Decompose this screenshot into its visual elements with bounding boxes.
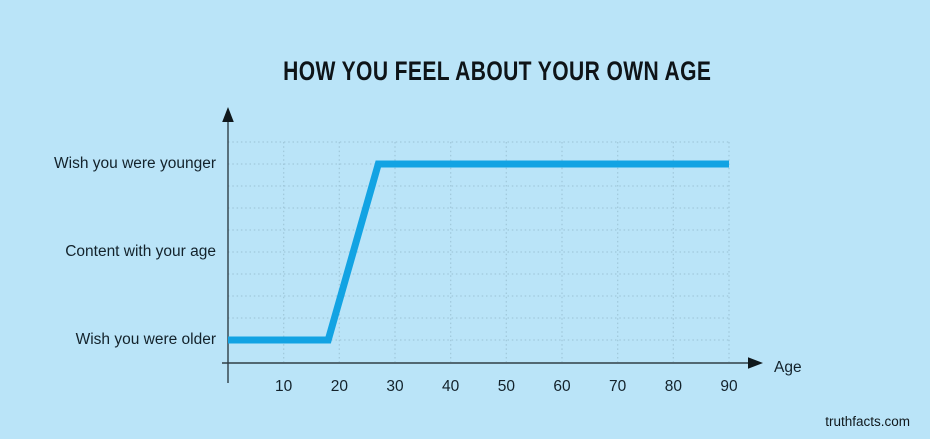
y-category-label: Wish you were younger xyxy=(54,155,216,172)
x-axis-arrow-icon xyxy=(748,357,763,369)
x-tick-label: 70 xyxy=(609,378,627,395)
y-axis-arrow-icon xyxy=(222,107,234,122)
x-axis-title: Age xyxy=(774,359,802,376)
x-tick-label: 10 xyxy=(275,378,293,395)
x-tick-label: 40 xyxy=(442,378,460,395)
y-category-label: Wish you were older xyxy=(75,331,216,348)
x-tick-label: 80 xyxy=(664,378,682,395)
x-tick-label: 90 xyxy=(720,378,738,395)
data-line xyxy=(228,160,729,344)
x-tick-label: 20 xyxy=(330,378,348,395)
x-tick-label: 30 xyxy=(386,378,404,395)
watermark-text: truthfacts.com xyxy=(825,414,910,429)
x-tick-label: 60 xyxy=(553,378,571,395)
x-tick-label: 50 xyxy=(497,378,515,395)
chart-title: HOW YOU FEEL ABOUT YOUR OWN AGE xyxy=(283,56,712,86)
y-category-label: Content with your age xyxy=(65,243,216,260)
